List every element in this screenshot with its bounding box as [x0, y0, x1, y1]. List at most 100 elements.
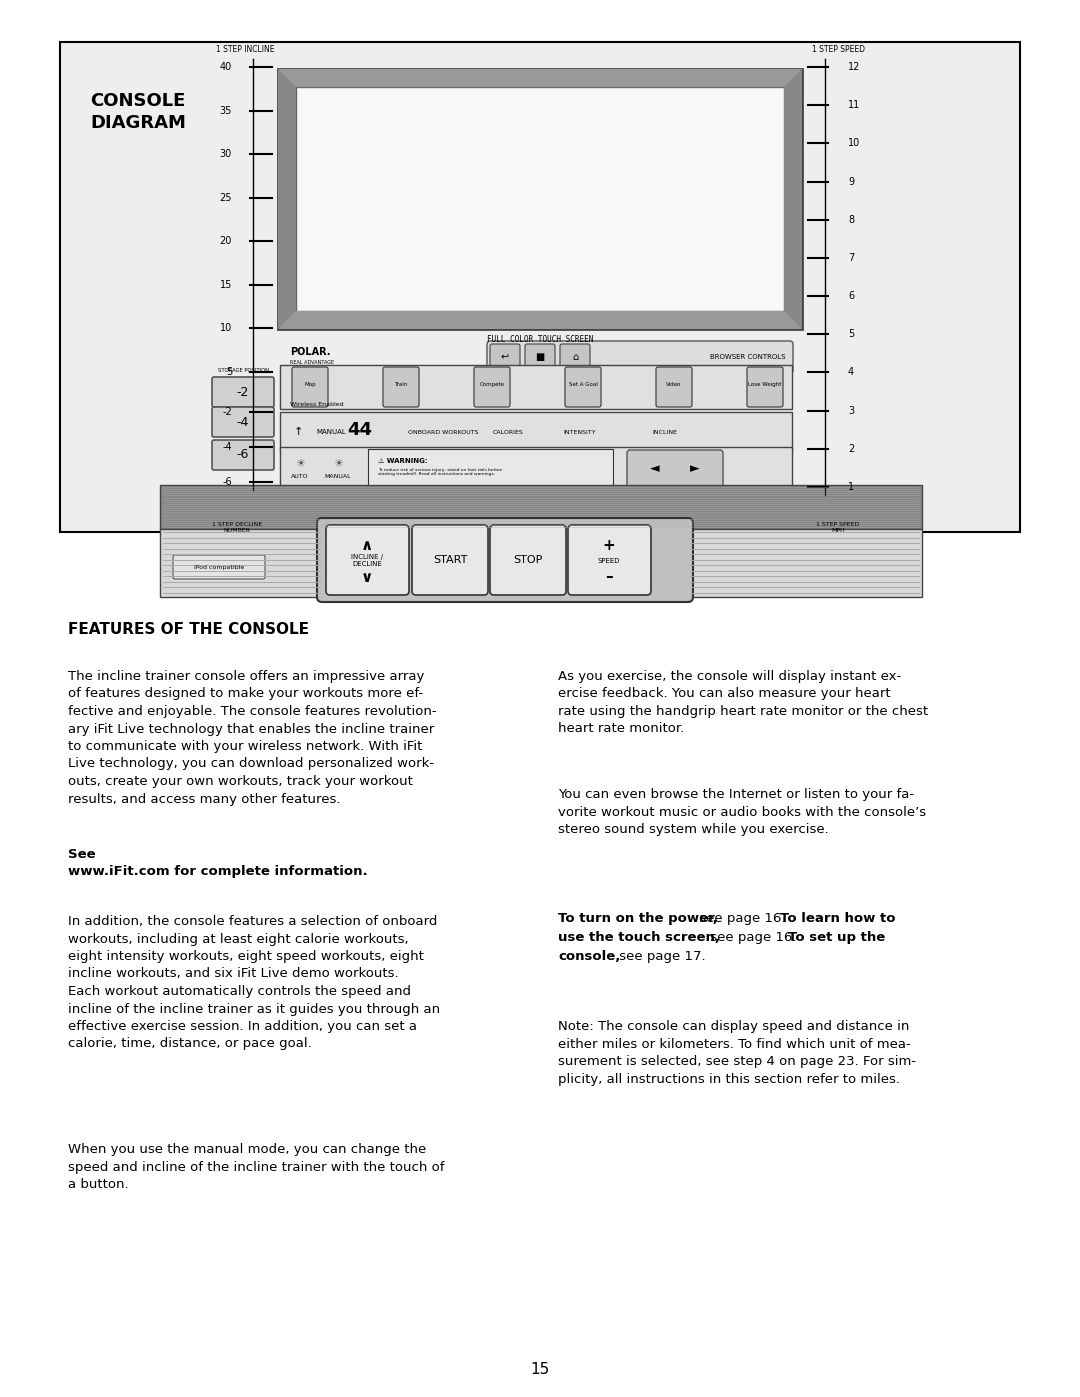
Text: console,: console,: [558, 950, 620, 963]
Text: 1 STEP SPEED: 1 STEP SPEED: [811, 45, 864, 53]
Text: see page 16.: see page 16.: [706, 930, 800, 944]
Text: -6: -6: [222, 476, 232, 488]
Text: FEATURES OF THE CONSOLE: FEATURES OF THE CONSOLE: [68, 622, 309, 637]
Bar: [60, 42, 1020, 532]
Text: ☀: ☀: [295, 460, 305, 469]
Text: ■: ■: [536, 352, 544, 362]
Text: -4: -4: [237, 415, 249, 429]
Text: REAL ADVANTAGE: REAL ADVANTAGE: [291, 359, 334, 365]
Text: 20: 20: [219, 236, 232, 246]
Polygon shape: [278, 312, 802, 330]
Text: 30: 30: [219, 149, 232, 159]
Text: ◄: ◄: [650, 462, 660, 475]
FancyBboxPatch shape: [490, 344, 519, 370]
Text: Map: Map: [305, 381, 315, 387]
Bar: [160, 485, 922, 529]
Text: use the touch screen,: use the touch screen,: [558, 930, 720, 944]
Polygon shape: [278, 68, 296, 330]
FancyBboxPatch shape: [474, 367, 510, 407]
FancyBboxPatch shape: [568, 525, 651, 595]
Text: FULL COLOR TOUCH SCREEN: FULL COLOR TOUCH SCREEN: [487, 335, 593, 345]
Text: To learn how to: To learn how to: [780, 912, 895, 925]
Text: see page 16.: see page 16.: [696, 912, 789, 925]
FancyBboxPatch shape: [212, 407, 274, 437]
Text: BROWSER CONTROLS: BROWSER CONTROLS: [710, 353, 785, 360]
Text: ⚠ WARNING:: ⚠ WARNING:: [378, 458, 428, 464]
Text: 1 STEP DECLINE
NUMBER: 1 STEP DECLINE NUMBER: [212, 522, 262, 532]
Bar: [280, 447, 792, 490]
FancyBboxPatch shape: [318, 518, 693, 602]
Text: SPEED: SPEED: [597, 557, 620, 564]
Text: -4: -4: [222, 441, 232, 453]
Bar: [280, 412, 792, 453]
Bar: [296, 87, 784, 312]
Text: 1: 1: [848, 482, 854, 492]
Text: ↩: ↩: [501, 352, 509, 362]
FancyBboxPatch shape: [292, 367, 328, 407]
Text: INCLINE: INCLINE: [652, 429, 677, 434]
FancyBboxPatch shape: [627, 450, 723, 488]
Text: Train: Train: [394, 381, 407, 387]
Text: 7: 7: [848, 253, 854, 263]
FancyBboxPatch shape: [383, 367, 419, 407]
FancyBboxPatch shape: [747, 367, 783, 407]
FancyBboxPatch shape: [411, 525, 488, 595]
Text: 12: 12: [848, 61, 861, 73]
Text: -2: -2: [237, 386, 249, 398]
Text: Set A Goal: Set A Goal: [568, 381, 597, 387]
Text: 2: 2: [848, 444, 854, 454]
Text: INCLINE /
DECLINE: INCLINE / DECLINE: [351, 555, 383, 567]
Text: Wireless Enabled: Wireless Enabled: [291, 402, 343, 408]
FancyBboxPatch shape: [326, 525, 409, 595]
Text: 5: 5: [848, 330, 854, 339]
Text: See
www.iFit.com for complete information.: See www.iFit.com for complete informatio…: [68, 848, 367, 879]
Text: STORAGE POSITION: STORAGE POSITION: [217, 367, 269, 373]
Text: 35: 35: [219, 106, 232, 116]
FancyBboxPatch shape: [490, 525, 566, 595]
Text: -6: -6: [237, 448, 249, 461]
Text: MANUAL: MANUAL: [325, 475, 351, 479]
Text: 1 STEP SPEED
MPH: 1 STEP SPEED MPH: [816, 522, 860, 532]
Text: POLAR.: POLAR.: [291, 346, 330, 358]
Text: When you use the manual mode, you can change the
speed and incline of the inclin: When you use the manual mode, you can ch…: [68, 1143, 445, 1192]
Text: MANUAL: MANUAL: [316, 429, 346, 434]
Text: 40: 40: [219, 61, 232, 73]
FancyBboxPatch shape: [656, 367, 692, 407]
Text: ↑: ↑: [294, 427, 302, 437]
Text: To reduce risk of serious injury, stand on foot rails before
starting treadmill.: To reduce risk of serious injury, stand …: [378, 468, 502, 476]
Text: +: +: [603, 538, 616, 552]
Text: Note: The console can display speed and distance in
either miles or kilometers. : Note: The console can display speed and …: [558, 1020, 916, 1085]
Text: You can even browse the Internet or listen to your fa-
vorite workout music or a: You can even browse the Internet or list…: [558, 788, 927, 835]
Text: 4: 4: [848, 367, 854, 377]
Text: ONBOARD WORKOUTS: ONBOARD WORKOUTS: [408, 429, 478, 434]
Text: In addition, the console features a selection of onboard
workouts, including at : In addition, the console features a sele…: [68, 915, 441, 1051]
Text: 25: 25: [219, 193, 232, 203]
Text: ►: ►: [690, 462, 700, 475]
Text: see page 17.: see page 17.: [615, 950, 705, 963]
FancyBboxPatch shape: [565, 367, 600, 407]
Text: ⌂: ⌂: [572, 352, 578, 362]
FancyBboxPatch shape: [173, 555, 265, 578]
Text: As you exercise, the console will display instant ex-
ercise feedback. You can a: As you exercise, the console will displa…: [558, 671, 928, 735]
Text: CONSOLE
DIAGRAM: CONSOLE DIAGRAM: [90, 92, 186, 133]
Bar: [160, 529, 922, 597]
Text: 11: 11: [848, 101, 861, 110]
Text: 8: 8: [848, 215, 854, 225]
Text: The incline trainer console offers an impressive array
of features designed to m: The incline trainer console offers an im…: [68, 671, 436, 806]
Text: 10: 10: [848, 138, 861, 148]
FancyBboxPatch shape: [525, 344, 555, 370]
Text: AUTO: AUTO: [292, 475, 309, 479]
Text: CALORIES: CALORIES: [492, 429, 524, 434]
Text: ∧: ∧: [361, 538, 374, 552]
FancyBboxPatch shape: [487, 341, 793, 373]
FancyBboxPatch shape: [212, 440, 274, 469]
Bar: [280, 365, 792, 409]
Text: 15: 15: [530, 1362, 550, 1376]
Text: ∨: ∨: [361, 570, 374, 584]
Text: 10: 10: [219, 324, 232, 334]
Text: START: START: [433, 555, 468, 564]
Text: 1 STEP INCLINE: 1 STEP INCLINE: [216, 45, 274, 53]
FancyBboxPatch shape: [212, 377, 274, 407]
Text: 9: 9: [848, 176, 854, 187]
Text: INTENSITY: INTENSITY: [564, 429, 596, 434]
